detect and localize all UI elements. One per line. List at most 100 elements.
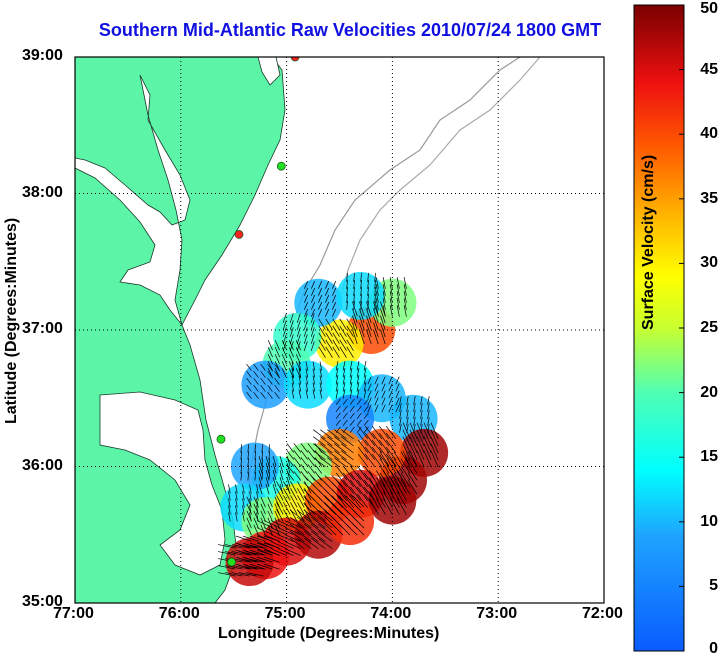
velocity-arrow — [336, 486, 347, 502]
velocity-arrow — [276, 495, 284, 508]
velocity-arrow — [420, 403, 423, 412]
velocity-arrow — [325, 325, 333, 337]
y-axis-title: Latitude (Degrees:Minutes) — [3, 217, 20, 424]
velocity-arrow — [343, 493, 354, 509]
velocity-arrow — [267, 510, 273, 522]
velocity-arrow — [270, 541, 287, 549]
velocity-arrow — [407, 458, 418, 474]
velocity-arrow — [350, 465, 361, 481]
velocity-arrow — [260, 384, 266, 392]
velocity-arrow — [228, 498, 231, 508]
colorbar-ticks — [679, 4, 684, 652]
velocity-arrow — [341, 457, 354, 468]
velocity-arrow — [247, 465, 250, 474]
velocity-arrow — [346, 279, 348, 289]
velocity-arrow — [256, 484, 259, 494]
velocity-arrow — [240, 458, 243, 467]
velocity-arrow — [409, 443, 418, 460]
velocity-arrow — [416, 436, 425, 453]
velocity-arrow — [374, 286, 376, 296]
velocity-arrow — [303, 523, 319, 536]
velocity-arrow — [325, 318, 333, 330]
velocity-arrow — [274, 347, 280, 358]
velocity-arrow — [336, 493, 347, 509]
colorbar-tick-label: 10 — [700, 512, 718, 530]
velocity-arrow — [257, 563, 273, 570]
velocity-arrow — [376, 484, 386, 501]
velocity-arrow — [317, 523, 333, 536]
velocity-arrow — [353, 286, 355, 296]
velocity-arrow — [390, 484, 400, 501]
velocity-arrow — [276, 502, 284, 515]
velocity-arrow — [265, 484, 270, 495]
velocity-arrow — [395, 383, 400, 392]
velocity-arrow — [367, 383, 372, 392]
velocity-arrow — [312, 389, 316, 399]
colorbar-tick-label: 15 — [700, 448, 718, 466]
velocity-arrow — [260, 503, 266, 515]
velocity-arrow — [407, 451, 418, 467]
velocity-arrow — [339, 318, 347, 330]
velocity-arrow — [310, 320, 315, 330]
velocity-arrow — [325, 332, 333, 344]
velocity-arrow — [291, 389, 295, 399]
velocity-arrow — [341, 429, 354, 440]
velocity-arrow — [416, 429, 425, 446]
velocity-arrow — [272, 456, 277, 467]
velocity-arrow — [397, 470, 407, 487]
velocity-arrow — [402, 443, 411, 460]
velocity-arrow — [283, 481, 291, 494]
velocity-arrow — [312, 361, 316, 371]
velocity-arrow — [232, 551, 250, 556]
velocity-arrow — [298, 375, 302, 385]
velocity-arrow — [281, 354, 287, 365]
velocity-arrow — [276, 509, 284, 522]
velocity-arrow — [293, 457, 302, 467]
velocity-arrow — [246, 510, 252, 522]
velocity-arrow — [363, 412, 369, 419]
velocity-arrow — [311, 280, 316, 289]
velocity-arrow — [364, 453, 376, 468]
velocity-arrow — [371, 446, 383, 461]
velocity-arrow — [284, 527, 301, 535]
velocity-arrow — [267, 347, 273, 358]
velocity-arrow — [260, 370, 266, 378]
velocity-arrow — [260, 391, 266, 399]
velocity-arrow — [307, 457, 316, 467]
velocity-arrow — [311, 308, 316, 317]
velocity-arrow — [352, 495, 365, 508]
velocity-arrow — [310, 530, 326, 543]
velocity-arrow — [289, 327, 294, 337]
colorbar-tick-label: 45 — [700, 60, 718, 78]
velocity-arrow — [378, 446, 390, 461]
velocity-arrow — [240, 465, 243, 474]
velocity-arrow — [373, 308, 379, 324]
velocity-arrow — [260, 363, 266, 371]
velocity-arrow — [400, 479, 411, 495]
velocity-arrow — [346, 286, 348, 296]
y-tick-label: 39:00 — [22, 47, 63, 64]
velocity-arrow — [324, 523, 337, 536]
velocity-arrow — [265, 477, 270, 488]
velocity-arrow — [304, 495, 312, 508]
velocity-arrow — [307, 450, 316, 460]
velocity-arrow — [397, 484, 407, 501]
velocity-arrow — [253, 363, 259, 371]
velocity-arrow — [272, 463, 277, 474]
velocity-arrow — [367, 279, 369, 289]
velocity-arrow — [320, 436, 333, 447]
velocity-arrow — [253, 391, 259, 399]
velocity-arrow — [246, 565, 264, 570]
velocity-arrow — [353, 272, 355, 282]
velocity-arrow — [267, 503, 273, 515]
velocity-arrow — [403, 277, 407, 289]
velocity-arrow — [352, 308, 358, 324]
velocity-arrow — [349, 368, 353, 378]
velocity-arrow — [281, 368, 287, 379]
velocity-arrow — [246, 524, 252, 536]
velocity-arrow — [363, 361, 367, 371]
velocity-arrow — [318, 294, 323, 303]
velocity-arrow — [357, 472, 368, 488]
velocity-arrow — [349, 426, 355, 433]
velocity-arrow — [382, 284, 386, 296]
